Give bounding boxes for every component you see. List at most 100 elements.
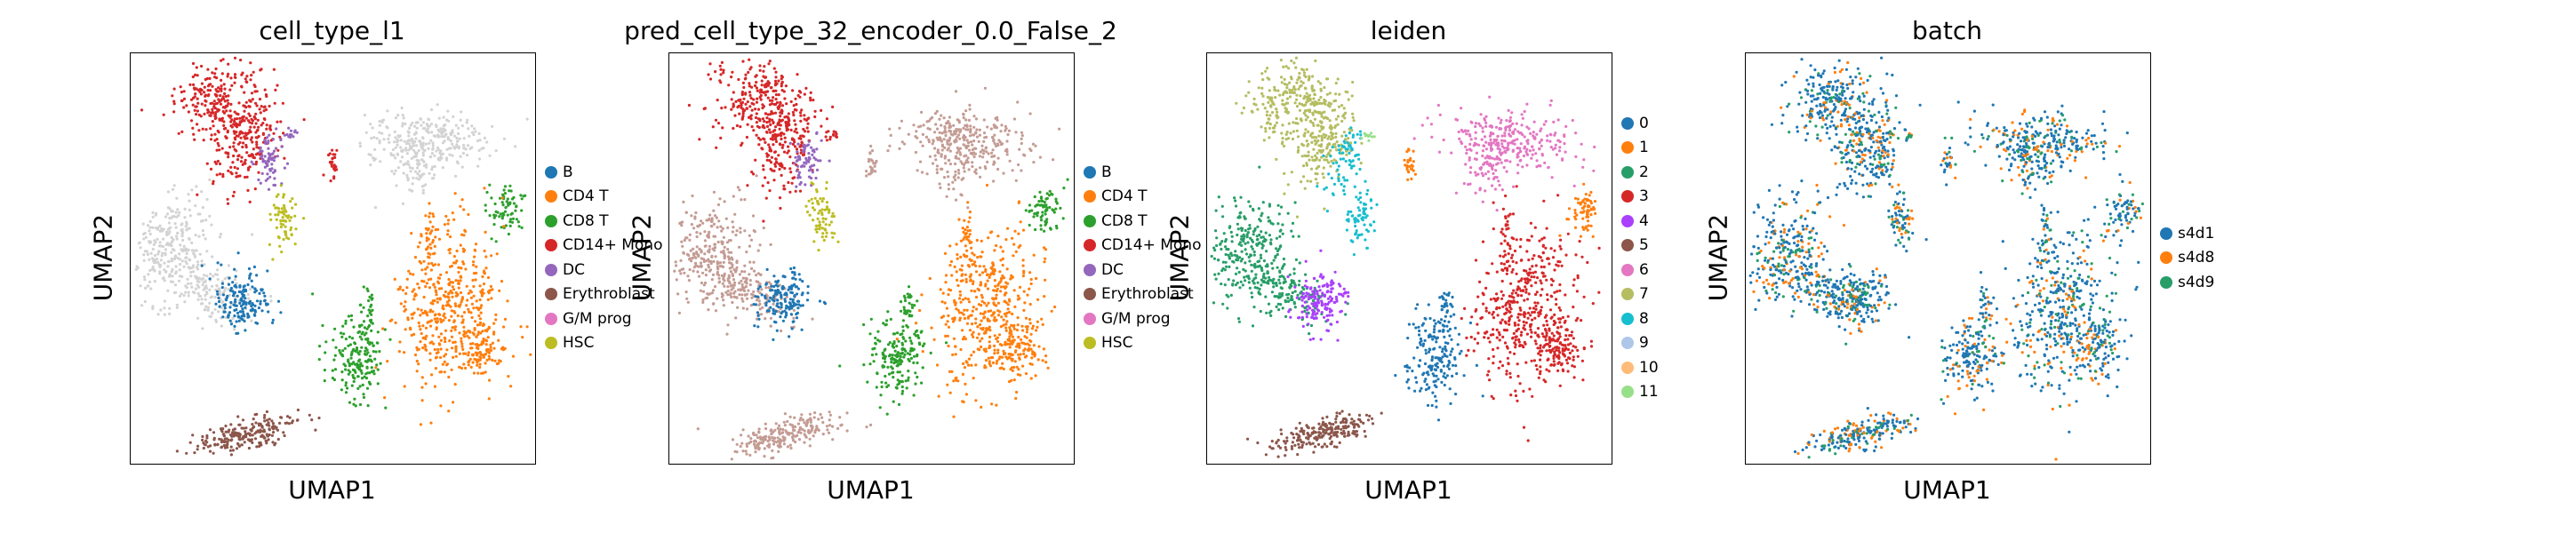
scatter-point xyxy=(243,91,246,94)
scatter-point xyxy=(435,326,438,330)
scatter-point xyxy=(227,282,231,286)
scatter-point xyxy=(404,307,408,312)
scatter-point xyxy=(209,272,212,276)
scatter-point xyxy=(142,275,147,279)
scatter-point xyxy=(341,324,345,328)
scatter-point xyxy=(164,248,167,251)
scatter-point xyxy=(486,290,491,293)
scatter-point xyxy=(154,227,157,230)
scatter-point xyxy=(470,124,474,128)
scatter-point xyxy=(433,298,436,303)
scatter-point xyxy=(752,102,756,106)
scatter-point xyxy=(254,131,258,134)
scatter-point xyxy=(429,246,433,250)
scatter-point xyxy=(143,231,147,235)
scatter-point xyxy=(234,122,238,125)
scatter-point xyxy=(445,348,449,352)
scatter-point xyxy=(249,125,252,129)
scatter-point xyxy=(466,118,469,122)
scatter-point xyxy=(266,177,269,180)
scatter-point xyxy=(719,73,723,76)
scatter-point xyxy=(766,113,770,116)
scatter-point xyxy=(424,183,428,187)
scatter-point xyxy=(412,132,416,136)
scatter-point xyxy=(188,258,191,261)
scatter-point xyxy=(780,173,783,177)
scatter-point xyxy=(761,184,764,187)
scatter-point xyxy=(267,421,270,425)
scatter-point xyxy=(438,370,442,374)
scatter-point xyxy=(756,136,760,139)
scatter-point xyxy=(230,118,234,122)
scatter-point xyxy=(416,282,420,286)
scatter-point xyxy=(308,413,311,417)
scatter-point xyxy=(421,159,425,163)
scatter-point xyxy=(503,317,508,321)
scatter-point xyxy=(434,367,437,370)
scatter-point xyxy=(269,218,273,221)
scatter-point xyxy=(249,154,252,157)
scatter-point xyxy=(221,172,225,176)
scatter-point xyxy=(412,124,417,128)
scatter-point xyxy=(367,323,372,328)
scatter-point xyxy=(765,116,769,120)
scatter-point xyxy=(195,249,198,252)
scatter-point xyxy=(762,123,765,127)
scatter-point xyxy=(161,251,164,255)
scatter-point xyxy=(148,280,152,283)
scatter-point xyxy=(252,265,256,269)
scatter-point xyxy=(759,88,763,91)
scatter-point xyxy=(756,117,760,121)
scatter-point xyxy=(209,167,213,171)
scatter-point xyxy=(447,248,451,251)
legend-label: B xyxy=(563,163,573,181)
scatter-point xyxy=(223,99,227,103)
scatter-point xyxy=(227,169,230,172)
scatter-point xyxy=(396,138,399,142)
scatter-point xyxy=(501,203,505,207)
scatter-point xyxy=(408,166,412,170)
scatter-point xyxy=(374,350,378,354)
scatter-point xyxy=(217,108,220,112)
scatter-point xyxy=(231,161,235,164)
scatter-point xyxy=(439,273,443,276)
scatter-point xyxy=(796,93,800,98)
scatter-point xyxy=(259,111,262,115)
scatter-point xyxy=(514,209,517,212)
scatter-point xyxy=(186,282,190,285)
scatter-point xyxy=(259,302,262,306)
scatter-point xyxy=(747,70,750,75)
scatter-point xyxy=(236,294,239,298)
scatter-point xyxy=(282,131,285,135)
scatter-point xyxy=(348,362,351,365)
scatter-point xyxy=(250,74,253,77)
scatter-point xyxy=(254,101,258,105)
scatter-point xyxy=(279,184,283,187)
scatter-point xyxy=(188,214,192,218)
scatter-point xyxy=(184,256,188,259)
scatter-point xyxy=(215,173,219,177)
scatter-point xyxy=(480,294,484,298)
scatter-point xyxy=(250,429,253,433)
scatter-point xyxy=(415,346,419,349)
scatter-point xyxy=(401,122,404,125)
scatter-point xyxy=(789,171,793,174)
scatter-point xyxy=(445,300,449,304)
scatter-point xyxy=(451,281,454,284)
scatter-point xyxy=(167,221,171,225)
scatter-point xyxy=(206,306,211,309)
scatter-point xyxy=(166,265,170,268)
scatter-point xyxy=(474,130,477,133)
scatter-point xyxy=(282,431,285,434)
scatter-point xyxy=(254,421,258,425)
scatter-point xyxy=(404,142,409,146)
scatter-point xyxy=(354,404,357,408)
scatter-point xyxy=(375,137,379,140)
scatter-point xyxy=(255,274,259,277)
scatter-point xyxy=(419,314,422,317)
scatter-point xyxy=(233,136,236,139)
scatter-point xyxy=(362,320,366,323)
scatter-point xyxy=(221,109,225,114)
scatter-point xyxy=(370,341,374,345)
scatter-point xyxy=(367,298,371,303)
